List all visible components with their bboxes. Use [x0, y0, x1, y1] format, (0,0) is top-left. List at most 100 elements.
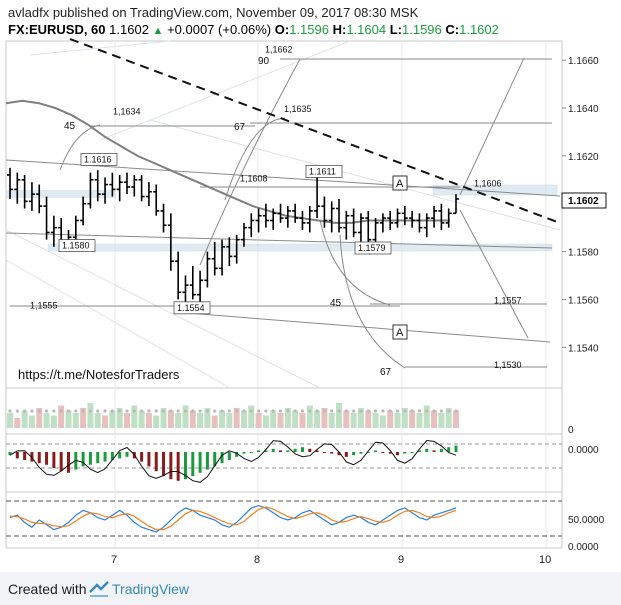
footer-bar: Created with TradingView — [0, 572, 621, 605]
macd-histogram-bar — [23, 452, 27, 460]
macd-histogram-bar — [249, 452, 253, 453]
volume-ma-dot — [132, 409, 136, 413]
macd-histogram-bar — [315, 450, 319, 452]
macd-histogram-bar — [337, 452, 341, 456]
volume-bar — [394, 413, 401, 428]
a-marker-label: A — [396, 327, 404, 339]
macd-histogram-bar — [293, 448, 297, 452]
current-price-label: 1.1602 — [568, 196, 599, 207]
fan-label: 45 — [330, 298, 342, 309]
macd-histogram-bar — [322, 452, 326, 453]
price-callout: 1.1611 — [309, 166, 336, 176]
macd-histogram-bar — [396, 452, 400, 456]
time-axis-tick: 7 — [111, 554, 117, 566]
macd-histogram-bar — [227, 452, 231, 460]
volume-ma-dot — [125, 409, 129, 413]
support-zone — [47, 243, 553, 252]
macd-histogram-bar — [45, 452, 49, 465]
volume-bar — [277, 413, 284, 428]
volume-bar — [145, 413, 152, 428]
volume-ma-dot — [315, 409, 319, 413]
trend-lines — [5, 57, 561, 369]
stochastic-pane — [5, 491, 563, 549]
macd-histogram-bar — [279, 450, 283, 452]
resistance-zone — [6, 190, 116, 198]
volume-bar — [58, 405, 65, 428]
volume-ma-dot — [308, 409, 312, 413]
price-callout: 1.1579 — [358, 243, 386, 253]
macd-histogram-bar — [96, 452, 100, 464]
volume-ma-dot — [44, 409, 49, 413]
volume-ma-dot — [96, 409, 100, 413]
macd-axis-tick: 0.0000 — [568, 445, 599, 456]
tradingview-logo-icon[interactable] — [88, 578, 110, 598]
volume-bar — [28, 415, 35, 428]
volume-ma-dot — [388, 409, 392, 413]
volume-bar — [379, 415, 386, 428]
volume-bar — [401, 408, 408, 428]
a-marker: A — [392, 175, 408, 191]
price-callout: 1,1635 — [284, 104, 312, 114]
volume-bar — [131, 405, 138, 428]
volume-ma-dot — [425, 409, 429, 413]
volume-ma-dot — [220, 409, 224, 413]
macd-histogram-bar — [257, 450, 261, 452]
volume-bar — [43, 413, 50, 428]
volume-ma-dot — [381, 409, 385, 413]
volume-ma-dot — [322, 409, 326, 413]
volume-ma-dot — [110, 409, 114, 413]
volume-bar — [292, 410, 299, 428]
volume-bar — [94, 413, 101, 428]
volume-bar — [36, 408, 43, 428]
volume-bar — [350, 413, 357, 428]
macd-histogram-bar — [439, 448, 443, 452]
macd-signal-line — [9, 439, 457, 483]
time-axis-tick: 9 — [398, 554, 404, 566]
volume-ma-dot — [66, 409, 71, 413]
macd-histogram-bar — [110, 452, 114, 460]
volume-ma-dot — [352, 409, 356, 413]
chart-canvas: 1,1662 1,1634 1,1635 1.1616 1.1611 1,1608 1,16… — [5, 38, 607, 566]
volume-bar — [262, 415, 269, 428]
open-value: 1.1596 — [289, 22, 329, 37]
macd-histogram-bar — [264, 450, 268, 452]
macd-histogram-bar — [417, 450, 421, 452]
open-label: O: — [274, 22, 290, 37]
price-callout-box — [354, 241, 392, 255]
macd-histogram-bar — [140, 452, 144, 462]
stochastic-axis-tick: 0.0000 — [568, 542, 599, 553]
macd-histogram-bar — [169, 452, 173, 480]
close-label: C: — [445, 22, 460, 37]
volume-ma-dot — [161, 409, 166, 413]
volume-ma-dot — [235, 409, 239, 413]
macd-histogram-bar — [176, 452, 180, 481]
volume-bar — [189, 410, 196, 428]
telegram-link[interactable]: https://t.me/NotesforTraders — [18, 367, 180, 382]
price-callout: 1,1634 — [113, 107, 141, 117]
volume-bar — [445, 408, 452, 428]
volume-ma-dot — [447, 409, 451, 413]
volume-bar — [175, 413, 182, 428]
volume-ma-dot — [213, 409, 217, 413]
volume-ma-dot — [432, 409, 436, 413]
macd-histogram-bar — [388, 452, 392, 454]
price-callout: 1,1555 — [30, 300, 58, 310]
symbol-name[interactable]: FX:EURUSD, 60 — [8, 22, 106, 37]
volume-bar — [416, 413, 423, 428]
volume-bar — [102, 415, 109, 428]
macd-histogram-bar — [15, 452, 19, 459]
price-callout: 1,1606 — [474, 178, 502, 188]
macd-histogram-bar — [374, 450, 378, 452]
macd-histogram-bar — [381, 452, 385, 453]
publisher-name[interactable]: avladfx — [8, 5, 50, 20]
volume-ma-dot — [271, 409, 275, 413]
price-callout-box — [305, 165, 343, 178]
tradingview-brand-link[interactable]: TradingView — [112, 581, 190, 597]
volume-bar — [204, 408, 211, 428]
macd-histogram-bar — [118, 452, 122, 459]
volume-ma-dot — [337, 409, 341, 413]
macd-histogram-bar — [30, 452, 34, 462]
price-callout: 1.1616 — [84, 154, 112, 164]
price-callout-box — [58, 239, 96, 252]
price-change: +0.0007 (+0.06%) — [167, 22, 272, 37]
